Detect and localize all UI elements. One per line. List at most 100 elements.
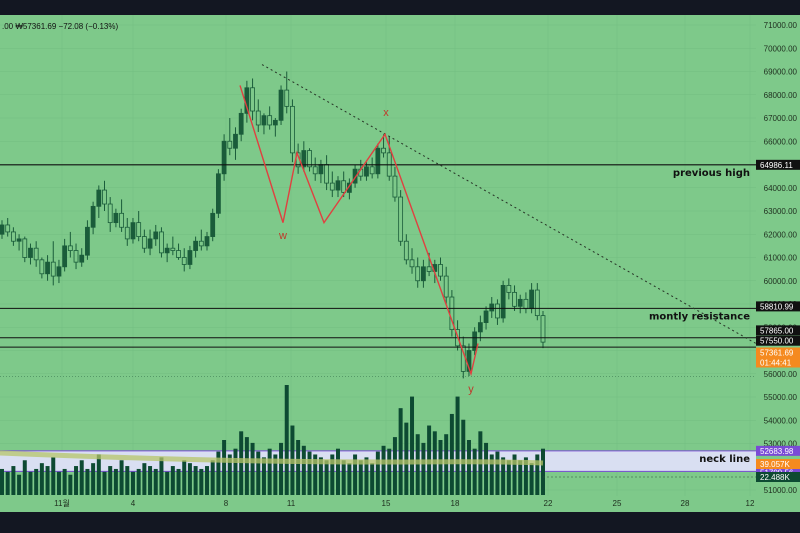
x-tick-label: 18	[451, 499, 460, 508]
volume-bar	[193, 466, 198, 495]
volume-bar	[239, 431, 244, 495]
candle-body	[227, 140, 233, 149]
candle-body	[16, 238, 22, 242]
candle-body	[335, 180, 341, 191]
candle-body	[176, 250, 181, 258]
candle-body	[107, 203, 113, 224]
price-axis[interactable]	[756, 15, 800, 512]
price-tags: 64986.11 58810.99 57865.00 57550.00 57361.69…	[756, 159, 800, 482]
candles	[0, 71, 546, 379]
y-tick-label: 66000.00	[764, 137, 798, 146]
volume-bar	[529, 463, 534, 495]
candle-body	[324, 164, 329, 184]
candle-body	[403, 240, 409, 261]
candle-body	[124, 226, 130, 240]
candle-body	[62, 245, 68, 268]
x-tick-label: 25	[613, 499, 622, 508]
candle-body	[45, 261, 50, 275]
candle-body	[329, 182, 335, 191]
candle-body	[381, 147, 386, 154]
volume-bar	[484, 442, 489, 495]
candle-body	[477, 322, 483, 333]
candle-body	[39, 259, 45, 275]
volume-bar	[495, 451, 500, 495]
volume-bar	[341, 460, 346, 495]
header-change: −72.08 (−0.13%)	[59, 22, 119, 31]
volume-bar	[28, 471, 33, 495]
candle-body	[290, 105, 295, 154]
candle-body	[238, 112, 244, 135]
x-tick-label: 28	[681, 499, 690, 508]
candle-body	[85, 226, 90, 256]
tag-volume-ma-bg	[756, 459, 800, 469]
candle-body	[79, 254, 85, 263]
volume-bar	[56, 471, 61, 495]
volume-bar	[79, 460, 84, 495]
wave-label-w: w	[278, 230, 287, 242]
candle-body	[301, 150, 307, 168]
y-tick-label: 68000.00	[764, 91, 798, 100]
candle-body	[119, 212, 124, 228]
candle-body	[489, 303, 495, 312]
volume-bar	[307, 451, 312, 495]
volume-bar	[466, 440, 471, 495]
candle-body	[10, 231, 16, 242]
volume-bar	[11, 466, 16, 495]
candle-body	[159, 231, 164, 254]
volume-bar	[125, 466, 130, 495]
x-tick-label: 4	[131, 499, 136, 508]
chart-header: .00 ₩57361.69 −72.08 (−0.13%)	[2, 22, 118, 31]
volume-bar	[148, 466, 153, 495]
volume-bar	[222, 440, 227, 495]
volume-bar	[45, 466, 50, 495]
volume-bar	[387, 448, 392, 495]
candle-body	[318, 164, 324, 175]
candle-body	[506, 284, 512, 293]
candle-body	[415, 266, 421, 282]
candle-body	[375, 147, 381, 175]
candle-body	[255, 110, 261, 126]
volume-bar	[199, 468, 204, 495]
y-tick-label: 54000.00	[764, 416, 798, 425]
wxy-wave	[239, 85, 479, 377]
candle-body	[272, 119, 278, 126]
volume-ma-line	[0, 450, 544, 466]
candle-body	[261, 115, 267, 126]
candle-body	[130, 222, 136, 240]
candle-body	[421, 266, 426, 282]
candle-body	[113, 212, 119, 224]
tag-57865-bg	[756, 325, 800, 336]
volume-bar	[267, 448, 272, 495]
y-tick-label: 56000.00	[764, 370, 798, 379]
y-tick-label: 70000.00	[764, 44, 798, 53]
volume-bar	[375, 451, 380, 495]
volume-bar	[113, 468, 118, 495]
volume-bar	[142, 463, 147, 495]
candle-body	[512, 291, 517, 307]
candle-body	[28, 247, 33, 258]
candle-body	[5, 224, 11, 233]
x-tick-label: 8	[224, 499, 229, 508]
candle-body	[181, 257, 187, 265]
volume-bar	[364, 457, 369, 495]
volume-bar	[335, 448, 340, 495]
tag-58810: 58810.99	[760, 302, 794, 311]
candle-body	[472, 331, 478, 351]
y-tick-label: 63000.00	[764, 207, 798, 216]
x-tick-label: 22	[544, 499, 553, 508]
tag-previous-high-bg	[756, 159, 800, 170]
volume-bar	[22, 460, 27, 495]
candle-body	[221, 140, 227, 175]
candle-body	[517, 298, 523, 307]
volume-bar	[444, 434, 449, 495]
volume-bar	[244, 437, 249, 495]
horizontal-levels: previous high montly resistance neck line	[0, 164, 756, 465]
volume-bar	[153, 468, 158, 495]
volume-bar	[523, 457, 528, 495]
y-tick-label: 67000.00	[764, 114, 798, 123]
y-tick-label: 69000.00	[764, 68, 798, 77]
time-axis[interactable]	[0, 496, 800, 512]
volume-bar	[62, 468, 67, 495]
tag-57865: 57865.00	[760, 326, 794, 335]
